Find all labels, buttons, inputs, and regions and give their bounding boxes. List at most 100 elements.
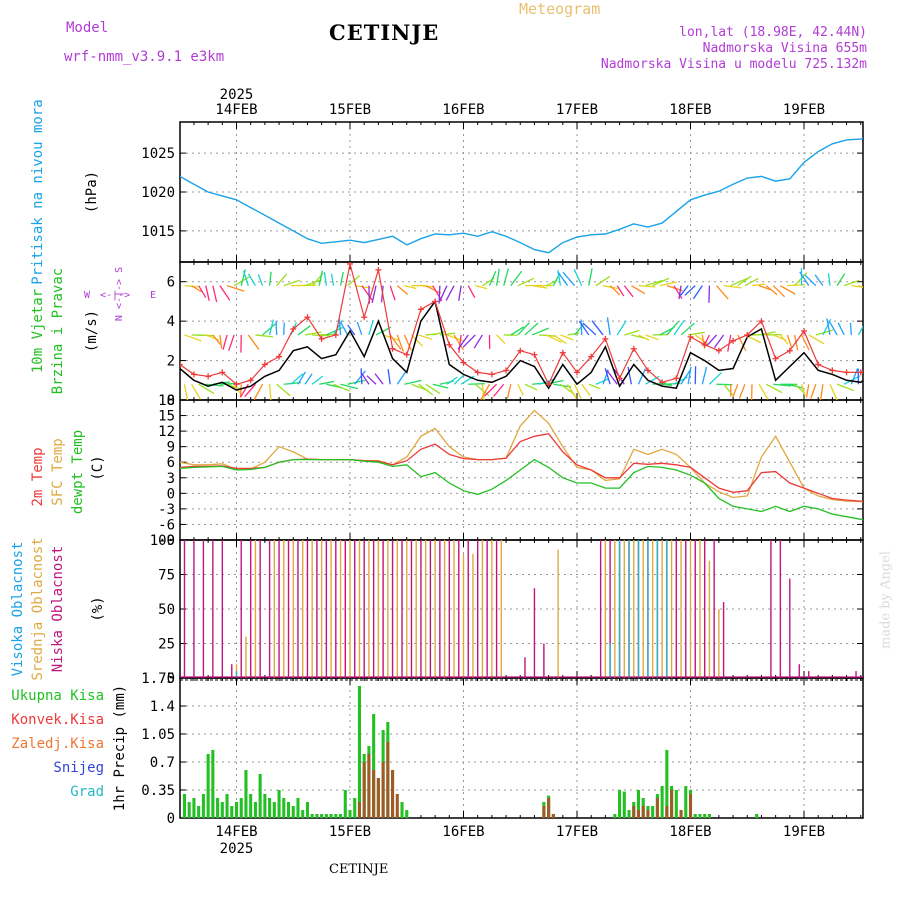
wind-gust-marker [857, 369, 863, 376]
precip-total-bar [400, 802, 404, 818]
wind-arrow [467, 285, 476, 298]
wind-arrow [573, 269, 583, 286]
precip-total-bar [372, 714, 376, 818]
y-tick-label: 12 [158, 424, 175, 440]
precip-convective-bar [372, 770, 376, 818]
precip-total-bar [206, 754, 210, 818]
precip-total-bar [343, 790, 347, 818]
dewpoint-line [180, 458, 863, 521]
x-tick-label-top: 18FEB [669, 102, 711, 118]
wind-arrow [828, 321, 838, 336]
wind-gust-marker [872, 360, 878, 366]
station-title: CETINJE [329, 20, 440, 45]
cloud-axis-title-2: Srednja Oblacnost [30, 537, 46, 680]
wind-arrow [510, 270, 523, 287]
wind-arrow [212, 285, 218, 303]
wind-arrow [557, 271, 569, 287]
precip-total-bar [660, 786, 664, 818]
precip-total-bar [225, 794, 229, 818]
wind-arrow [191, 285, 203, 293]
precip-convective-bar [551, 814, 555, 818]
precip-total-bar [268, 798, 272, 818]
wind-arrow [801, 334, 810, 351]
precip-convective-bar [542, 806, 546, 818]
meteogram-label: Meteogram [519, 0, 601, 18]
precip-convective-bar [367, 754, 371, 818]
y-tick-label: 0.35 [141, 783, 175, 799]
pressure-axis-title: Pritisak na nivou mora [30, 99, 46, 284]
wind-gust-marker [687, 333, 694, 340]
precip-convective-bar [641, 806, 645, 818]
wind-gust-marker [758, 318, 765, 325]
wind-arrow [687, 366, 692, 385]
wind-arrow [531, 327, 549, 336]
wind-arrow [602, 369, 609, 385]
wind-arrow [808, 334, 825, 345]
wind-arrow [595, 275, 611, 287]
wind-arrow [843, 375, 861, 385]
wind-gust-marker [503, 367, 510, 374]
wind-gust-marker [715, 347, 722, 354]
wind-arrow [602, 285, 619, 290]
model-label: Model [66, 20, 109, 36]
wind-arrow [473, 334, 483, 349]
y-tick-label: 0 [167, 671, 175, 687]
wind-gust-marker [417, 306, 424, 313]
wind-arrow [616, 320, 627, 336]
model-name: wrf-nmm_v3.9.1 e3km [64, 49, 225, 65]
precip-total-bar [305, 802, 309, 818]
wind-arrow [488, 271, 497, 286]
wind-gust-marker [290, 326, 297, 333]
wind-gust-marker [517, 347, 524, 354]
wind-arrow [849, 322, 852, 335]
compass-ns-label: N <-|-> S [114, 267, 125, 321]
wind-arrow [268, 319, 274, 336]
y-tick-label: 0 [167, 393, 175, 409]
wind-arrow [262, 323, 276, 336]
wind-arrow [836, 273, 846, 287]
wind-arrow [758, 285, 772, 291]
precip-total-bar [684, 786, 688, 818]
wind-arrow [786, 334, 793, 349]
wind-arrow [333, 383, 350, 392]
precip-total-bar [320, 814, 324, 818]
precip-total-bar [698, 814, 702, 818]
precip-total-bar [627, 810, 631, 818]
precip-total-bar [239, 798, 243, 818]
wind-gust-marker [389, 345, 396, 352]
wind-gust-marker [446, 341, 453, 348]
y-tick-label: 15 [158, 409, 175, 425]
wind-arrow [638, 334, 650, 341]
wind-arrow [787, 383, 803, 389]
wind-gust-marker [559, 349, 566, 356]
wind-arrow [713, 334, 725, 348]
wind-arrow [780, 285, 796, 295]
y-tick-label: 0 [167, 486, 175, 502]
precip-total-bar [329, 814, 333, 818]
wind-arrow [268, 384, 272, 400]
cloud-axis-title-1: Visoka Oblacnost [10, 542, 26, 677]
wind-arrow [858, 285, 863, 288]
precip-convective-bar [636, 810, 641, 818]
precip-total-bar [244, 770, 248, 818]
precip-total-bar [618, 790, 622, 818]
wind-arrow [183, 384, 189, 400]
wind-gust-marker [276, 353, 283, 360]
wind-gust-marker [801, 328, 807, 334]
precip-total-bar [230, 806, 234, 818]
precip-total-bar [286, 802, 291, 818]
wind-arrow [239, 384, 242, 398]
wind-arrow [503, 268, 509, 286]
y-tick-label: -6 [158, 517, 175, 533]
wind-arrow [851, 285, 863, 288]
wind-arrow [319, 380, 335, 385]
temp-axis-title-1: 2m Temp [30, 447, 46, 506]
y-tick-label: 1020 [141, 185, 175, 201]
wind-axis-title-1: 10m Vjetar [30, 289, 46, 373]
wind-arrow [387, 369, 391, 385]
y-tick-label: 0 [167, 811, 175, 827]
wind-arrow [240, 269, 247, 286]
wind-arrow [510, 326, 525, 336]
wind-arrow [304, 331, 322, 336]
precip-total-bar [234, 802, 239, 818]
